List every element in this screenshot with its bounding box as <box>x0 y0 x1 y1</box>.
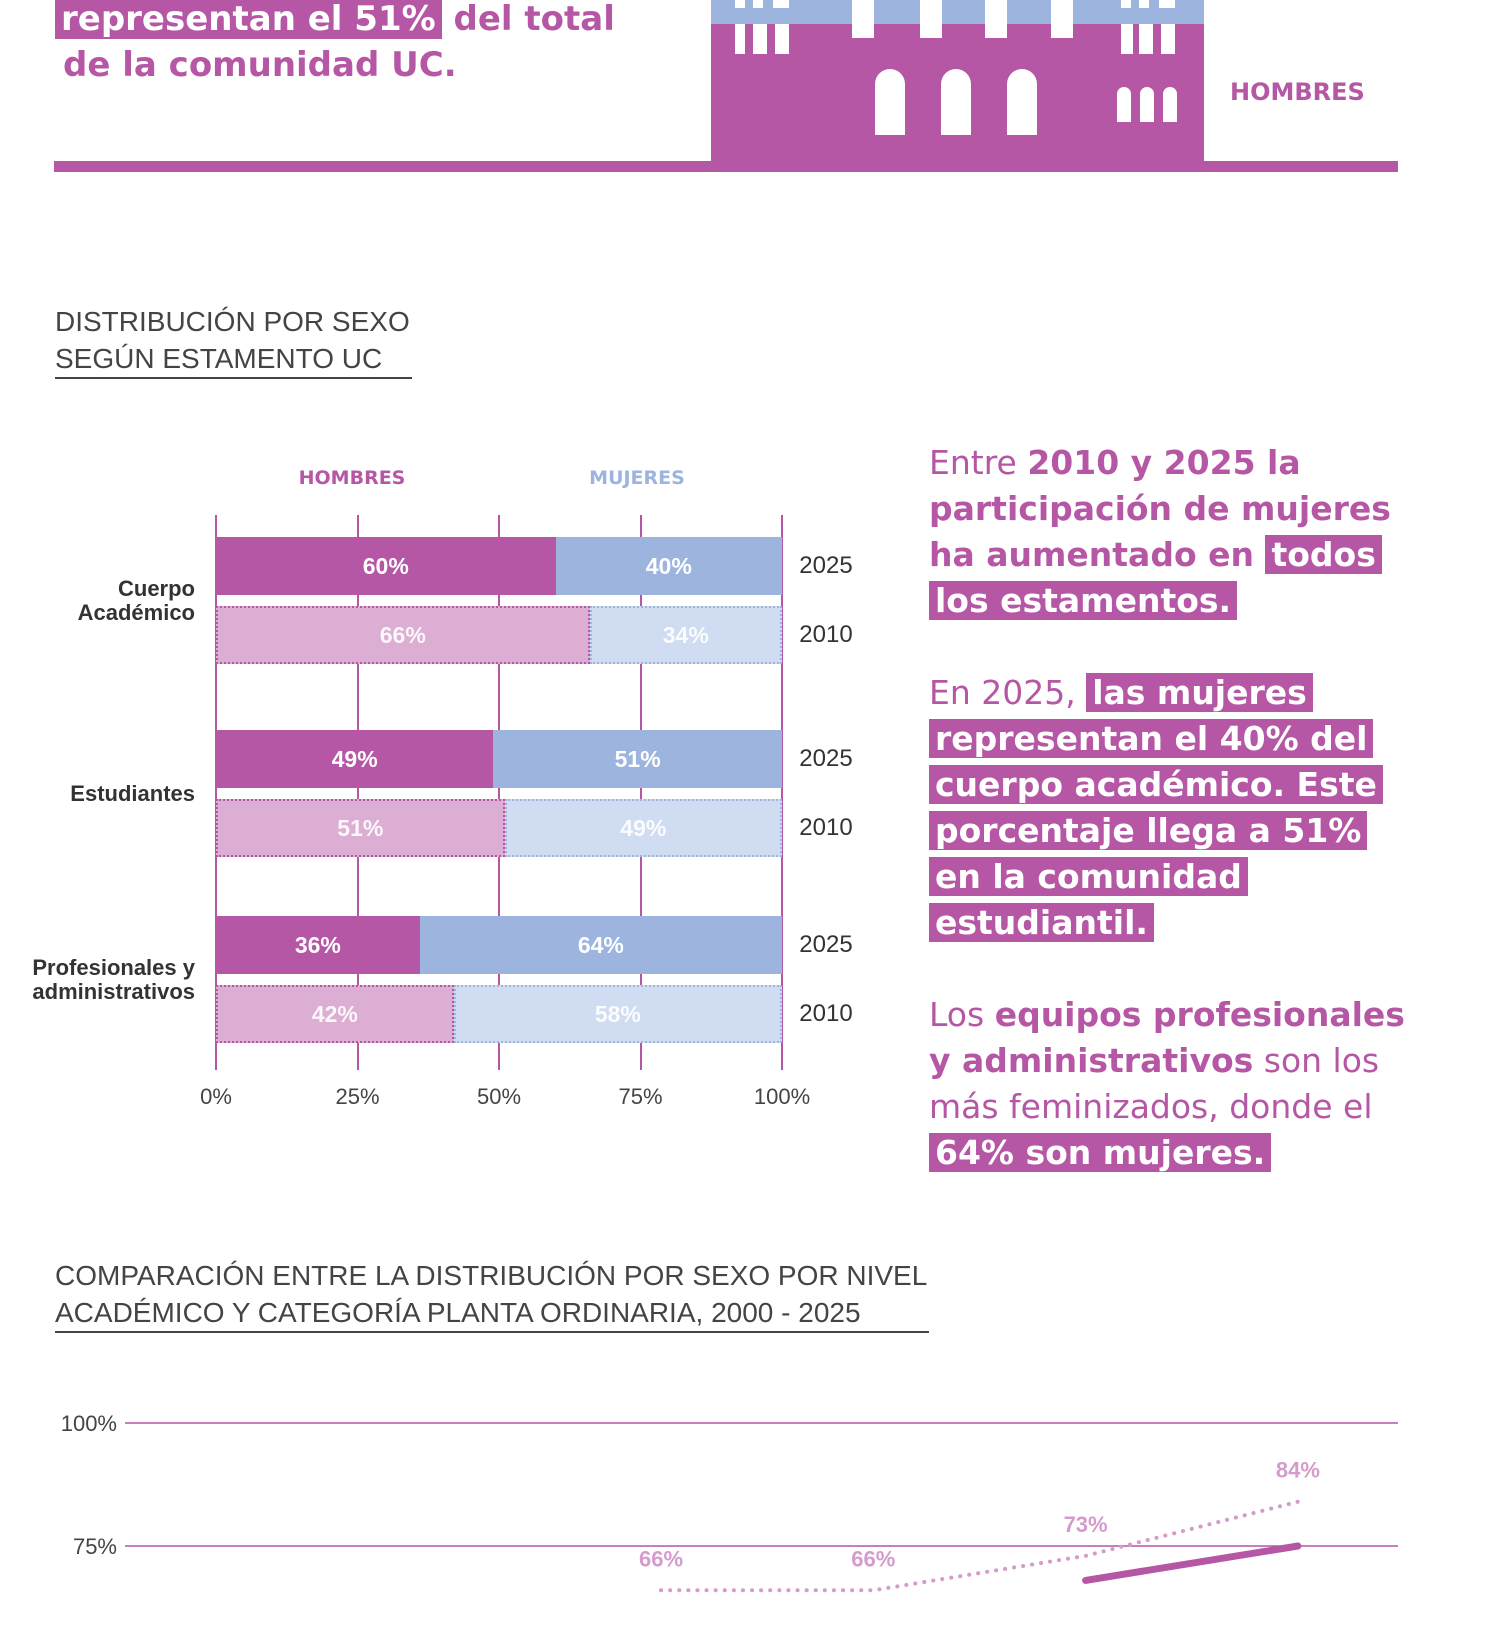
data-label: 84% <box>1276 1458 1320 1483</box>
y-tick-label: 100% <box>61 1411 117 1436</box>
data-label: 64% <box>578 932 624 959</box>
data-label: 51% <box>337 815 383 842</box>
data-label: 51% <box>615 746 661 773</box>
bar-segment: 64% <box>420 916 782 974</box>
bar-segment: 51% <box>216 799 505 857</box>
year-label: 2010 <box>776 621 876 649</box>
bar-segment: 51% <box>493 730 782 788</box>
y-tick-label: 75% <box>73 1534 117 1559</box>
data-label: 40% <box>646 553 692 580</box>
bar-segment: 42% <box>216 985 454 1043</box>
bar-segment: 49% <box>216 730 493 788</box>
year-label: 2010 <box>776 1000 876 1028</box>
bar-segment: 49% <box>505 799 782 857</box>
year-label: 2025 <box>776 931 876 959</box>
data-label: 34% <box>663 622 709 649</box>
bar-segment: 66% <box>216 606 590 664</box>
data-label: 66% <box>380 622 426 649</box>
data-label: 42% <box>312 1001 358 1028</box>
bar-segment: 34% <box>590 606 782 664</box>
data-label: 36% <box>295 932 341 959</box>
line-series <box>1086 1546 1298 1580</box>
x-tick-label: 50% <box>449 1084 549 1110</box>
data-label: 49% <box>332 746 378 773</box>
legend-entry: HOMBRES <box>272 467 432 489</box>
data-label: 60% <box>363 553 409 580</box>
data-label: 66% <box>851 1546 895 1571</box>
x-tick-label: 75% <box>591 1084 691 1110</box>
year-label: 2025 <box>776 745 876 773</box>
data-label: 66% <box>639 1546 683 1571</box>
page: representan el 51% del totalde la comuni… <box>0 0 1502 1642</box>
bar-segment: 58% <box>454 985 782 1043</box>
category-label: Cuerpo Académico <box>5 577 195 625</box>
legend-entry: MUJERES <box>557 467 717 489</box>
x-tick-label: 100% <box>732 1084 832 1110</box>
data-label: 73% <box>1064 1512 1108 1537</box>
data-label: 49% <box>620 815 666 842</box>
bar-segment: 36% <box>216 916 420 974</box>
category-label: Estudiantes <box>5 770 195 818</box>
year-label: 2025 <box>776 552 876 580</box>
bar-segment: 60% <box>216 537 556 595</box>
category-label: Profesionales y administrativos <box>5 956 195 1004</box>
bar-segment: 40% <box>556 537 782 595</box>
x-tick-label: 25% <box>308 1084 408 1110</box>
data-label: 58% <box>595 1001 641 1028</box>
year-label: 2010 <box>776 814 876 842</box>
x-tick-label: 0% <box>166 1084 266 1110</box>
